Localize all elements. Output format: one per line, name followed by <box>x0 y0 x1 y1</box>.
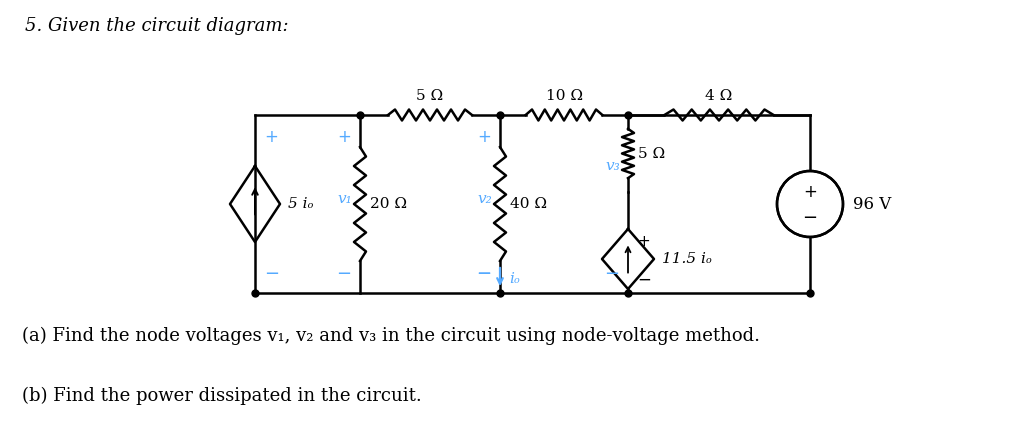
Text: (b) Find the power dissipated in the circuit.: (b) Find the power dissipated in the cir… <box>22 387 422 405</box>
Text: −: − <box>336 265 351 283</box>
Text: 96 V: 96 V <box>853 195 891 213</box>
Text: +: + <box>477 128 490 146</box>
Text: −: − <box>803 209 817 227</box>
Text: 5 Ω: 5 Ω <box>417 89 443 103</box>
Text: 4 Ω: 4 Ω <box>706 89 732 103</box>
Text: +: + <box>637 234 650 248</box>
Text: v₃: v₃ <box>605 159 620 173</box>
Text: −: − <box>476 265 490 283</box>
Text: −: − <box>637 271 651 289</box>
Text: iₒ: iₒ <box>509 272 520 286</box>
Text: +: + <box>803 183 817 201</box>
Text: 40 Ω: 40 Ω <box>510 197 547 211</box>
Text: 11.5 iₒ: 11.5 iₒ <box>662 252 712 266</box>
Text: 20 Ω: 20 Ω <box>370 197 407 211</box>
Text: v₂: v₂ <box>477 192 492 206</box>
Circle shape <box>777 171 843 237</box>
Text: +: + <box>337 128 351 146</box>
Text: +: + <box>264 128 278 146</box>
Text: 5. Given the circuit diagram:: 5. Given the circuit diagram: <box>25 17 289 35</box>
Text: 5 Ω: 5 Ω <box>638 146 666 161</box>
Text: (a) Find the node voltages v₁, v₂ and v₃ in the circuit using node-voltage metho: (a) Find the node voltages v₁, v₂ and v₃… <box>22 327 760 345</box>
Text: −: − <box>604 265 618 283</box>
Text: 5 iₒ: 5 iₒ <box>288 197 313 211</box>
Text: −: − <box>264 265 280 283</box>
Text: −: − <box>476 265 490 283</box>
Text: v₁: v₁ <box>337 192 352 206</box>
Text: 10 Ω: 10 Ω <box>546 89 583 103</box>
